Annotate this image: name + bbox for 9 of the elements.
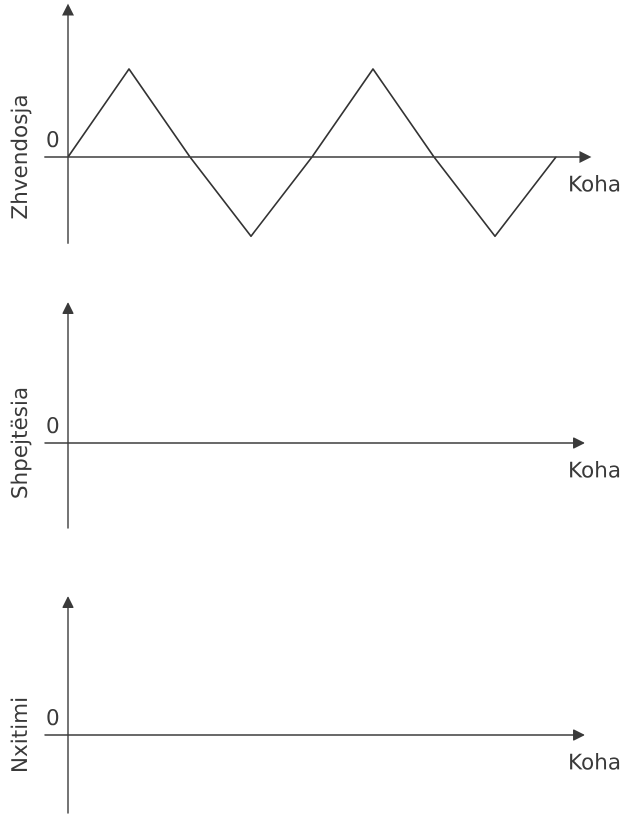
text: Nxitimi (10, 698, 27, 771)
text: Shpejtësia (10, 388, 32, 498)
text: 0 (47, 416, 58, 434)
x-axis-title: Koha (570, 175, 620, 192)
annotation: 0 (47, 130, 58, 148)
y-axis-title: Zhvendosja (10, 96, 32, 219)
text: Koha (570, 753, 620, 770)
text: Koha (570, 461, 620, 478)
text: 0 (47, 708, 58, 726)
